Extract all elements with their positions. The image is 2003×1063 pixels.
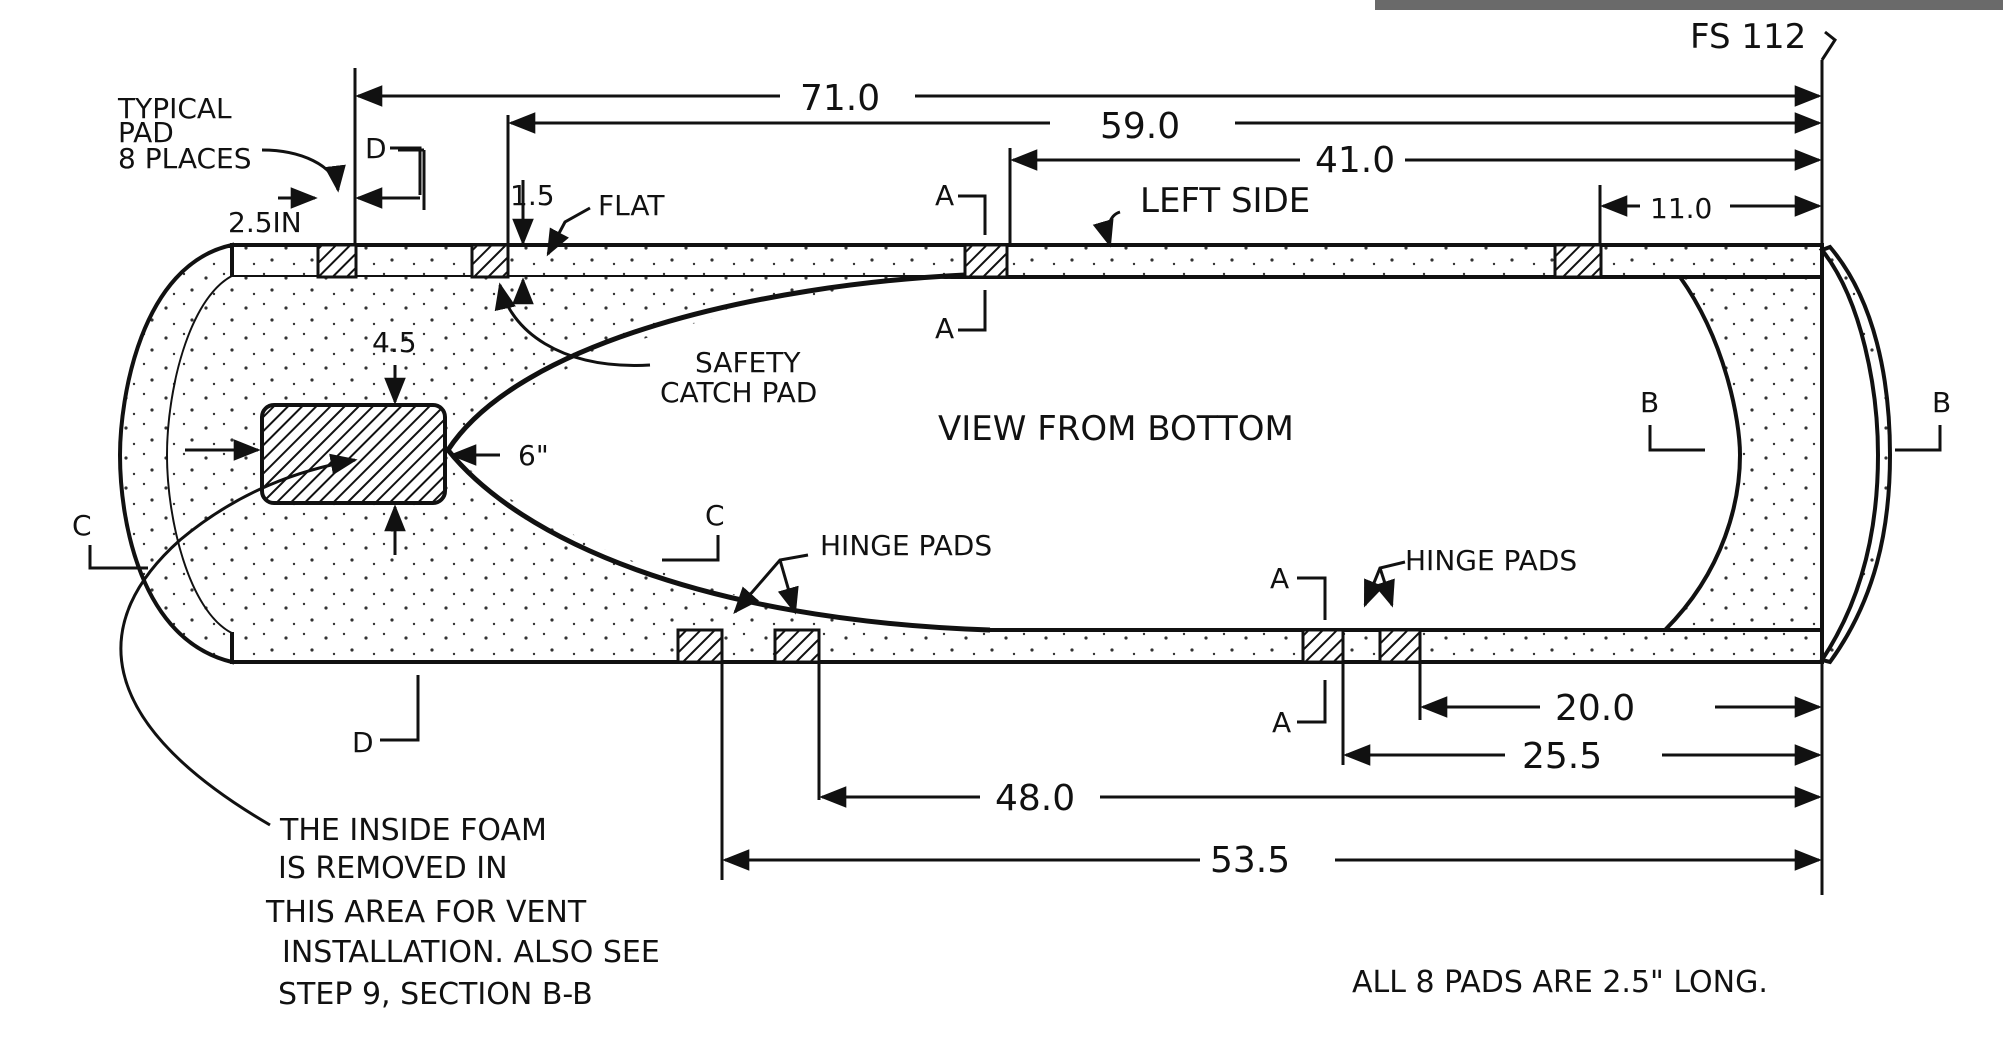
vent-area	[260, 403, 447, 505]
right-end-foam	[1660, 275, 1824, 632]
dim-59: 59.0	[1100, 106, 1180, 147]
pad-upper-safety	[470, 243, 510, 279]
left-side-label: LEFT SIDE	[1140, 181, 1310, 221]
pad-upper-right	[1553, 243, 1603, 279]
shell-outline	[117, 242, 1893, 665]
labels: FS 112 71.0 59.0 41.0 11.0 2.5IN 1.5 4.5…	[72, 17, 1951, 1012]
vent-dimension-lines	[185, 365, 500, 555]
pad-lower-hinge-3	[1378, 628, 1422, 664]
section-d-bottom: D	[352, 726, 374, 759]
pad-length-note: ALL 8 PADS ARE 2.5" LONG.	[1352, 965, 1768, 1000]
vent-note-line-1: THE INSIDE FOAM	[279, 813, 547, 848]
safety-catch-line-1: SAFETY	[695, 346, 801, 379]
dim-25-5: 25.5	[1522, 736, 1602, 777]
section-a-top-upper: A	[935, 179, 954, 212]
vent-note-line-2: IS REMOVED IN	[278, 851, 508, 886]
pad-upper-1	[316, 243, 358, 279]
bottom-dimension-lines	[720, 662, 1824, 895]
dim-11: 11.0	[1650, 192, 1712, 225]
section-c-left: C	[72, 509, 92, 542]
view-title: VIEW FROM BOTTOM	[938, 409, 1294, 449]
typical-pad-line-3: 8 PLACES	[118, 142, 252, 175]
dim-4-5: 4.5	[372, 326, 417, 359]
scan-smudge	[1375, 0, 2003, 10]
dim-1-5: 1.5	[510, 179, 555, 212]
section-marker-lines	[88, 146, 1942, 742]
vent-note-line-4: INSTALLATION. ALSO SEE	[282, 935, 660, 970]
dim-20: 20.0	[1555, 688, 1635, 729]
safety-catch-line-2: CATCH PAD	[660, 376, 817, 409]
station-label: FS 112	[1690, 17, 1806, 57]
pad-lower-hinge-2	[773, 628, 821, 664]
pad-lower-hinge-1	[676, 628, 724, 664]
lower-foam-strip	[230, 628, 1824, 664]
leader-lines	[119, 30, 1837, 827]
right-end-cap	[1818, 244, 1893, 665]
section-a-bottom-lower: A	[1272, 706, 1291, 739]
pads	[316, 243, 1603, 664]
pad-lower-a	[1301, 628, 1345, 664]
hinge-pads-label-2: HINGE PADS	[1405, 544, 1577, 577]
top-dimension-lines	[278, 60, 1824, 305]
dim-41: 41.0	[1315, 140, 1395, 181]
dim-48: 48.0	[995, 778, 1075, 819]
section-c-middle: C	[705, 499, 725, 532]
dim-6in: 6"	[518, 439, 549, 472]
pad-upper-a	[963, 243, 1009, 279]
section-d-top: D	[365, 132, 387, 165]
vent-note-line-3: THIS AREA FOR VENT	[265, 895, 587, 930]
dim-2-5in: 2.5IN	[228, 206, 302, 239]
left-interior-foam	[168, 277, 990, 632]
section-b-right: B	[1932, 386, 1951, 419]
section-b-left: B	[1640, 386, 1659, 419]
typical-pad-line-1: TYPICAL	[117, 92, 232, 125]
dim-71: 71.0	[800, 78, 880, 119]
flat-label: FLAT	[598, 189, 665, 222]
section-a-bottom-upper: A	[1270, 562, 1289, 595]
dim-53-5: 53.5	[1210, 840, 1290, 881]
hinge-pads-label-1: HINGE PADS	[820, 529, 992, 562]
section-a-top-lower: A	[935, 312, 954, 345]
typical-pad-line-2: PAD	[118, 116, 174, 149]
vent-note-line-5: STEP 9, SECTION B-B	[278, 977, 593, 1012]
